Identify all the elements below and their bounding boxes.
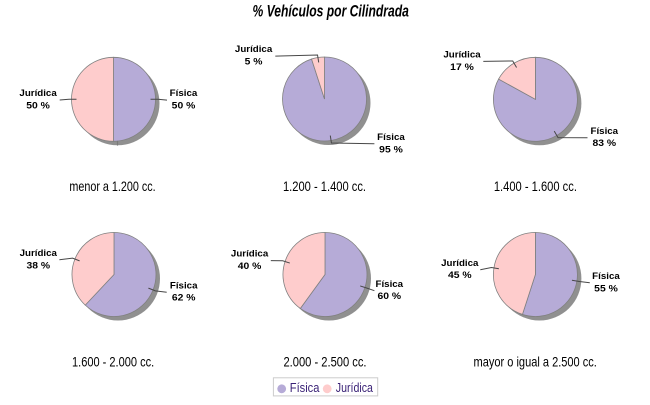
svg-text:Jurídica: Jurídica bbox=[336, 380, 374, 395]
svg-text:50 %: 50 % bbox=[26, 101, 50, 112]
svg-text:Física: Física bbox=[376, 279, 404, 290]
svg-text:Física: Física bbox=[377, 132, 405, 143]
svg-text:menor a 1.200 cc.: menor a 1.200 cc. bbox=[69, 178, 155, 194]
svg-text:Jurídica: Jurídica bbox=[235, 44, 273, 55]
svg-text:1.200 - 1.400 cc.: 1.200 - 1.400 cc. bbox=[283, 178, 366, 194]
svg-text:5 %: 5 % bbox=[245, 57, 263, 68]
svg-text:62 %: 62 % bbox=[172, 293, 196, 304]
svg-text:55 %: 55 % bbox=[594, 283, 618, 294]
svg-text:Jurídica: Jurídica bbox=[19, 88, 57, 99]
svg-text:Física: Física bbox=[591, 126, 619, 137]
svg-text:Jurídica: Jurídica bbox=[231, 249, 269, 260]
svg-text:Jurídica: Jurídica bbox=[443, 49, 481, 60]
svg-text:2.000 - 2.500 cc.: 2.000 - 2.500 cc. bbox=[283, 354, 366, 370]
svg-text:% Vehículos por Cilindrada: % Vehículos por Cilindrada bbox=[253, 1, 409, 20]
svg-text:38 %: 38 % bbox=[27, 260, 51, 271]
svg-text:40 %: 40 % bbox=[238, 261, 262, 272]
svg-text:Física: Física bbox=[290, 380, 320, 395]
svg-text:45 %: 45 % bbox=[448, 270, 472, 281]
svg-text:Jurídica: Jurídica bbox=[441, 258, 479, 269]
svg-text:50 %: 50 % bbox=[172, 101, 196, 112]
svg-text:mayor o igual a 2.500 cc.: mayor o igual a 2.500 cc. bbox=[474, 354, 597, 370]
svg-text:Física: Física bbox=[170, 280, 198, 291]
svg-text:Física: Física bbox=[592, 271, 620, 282]
svg-text:17 %: 17 % bbox=[450, 62, 474, 73]
svg-text:1.600 - 2.000 cc.: 1.600 - 2.000 cc. bbox=[72, 354, 154, 370]
svg-text:Jurídica: Jurídica bbox=[20, 248, 58, 259]
svg-text:95 %: 95 % bbox=[379, 144, 403, 155]
svg-text:60 %: 60 % bbox=[378, 291, 402, 302]
svg-text:1.400 - 1.600 cc.: 1.400 - 1.600 cc. bbox=[494, 178, 577, 194]
svg-text:83 %: 83 % bbox=[593, 138, 617, 149]
svg-text:Física: Física bbox=[170, 88, 198, 99]
